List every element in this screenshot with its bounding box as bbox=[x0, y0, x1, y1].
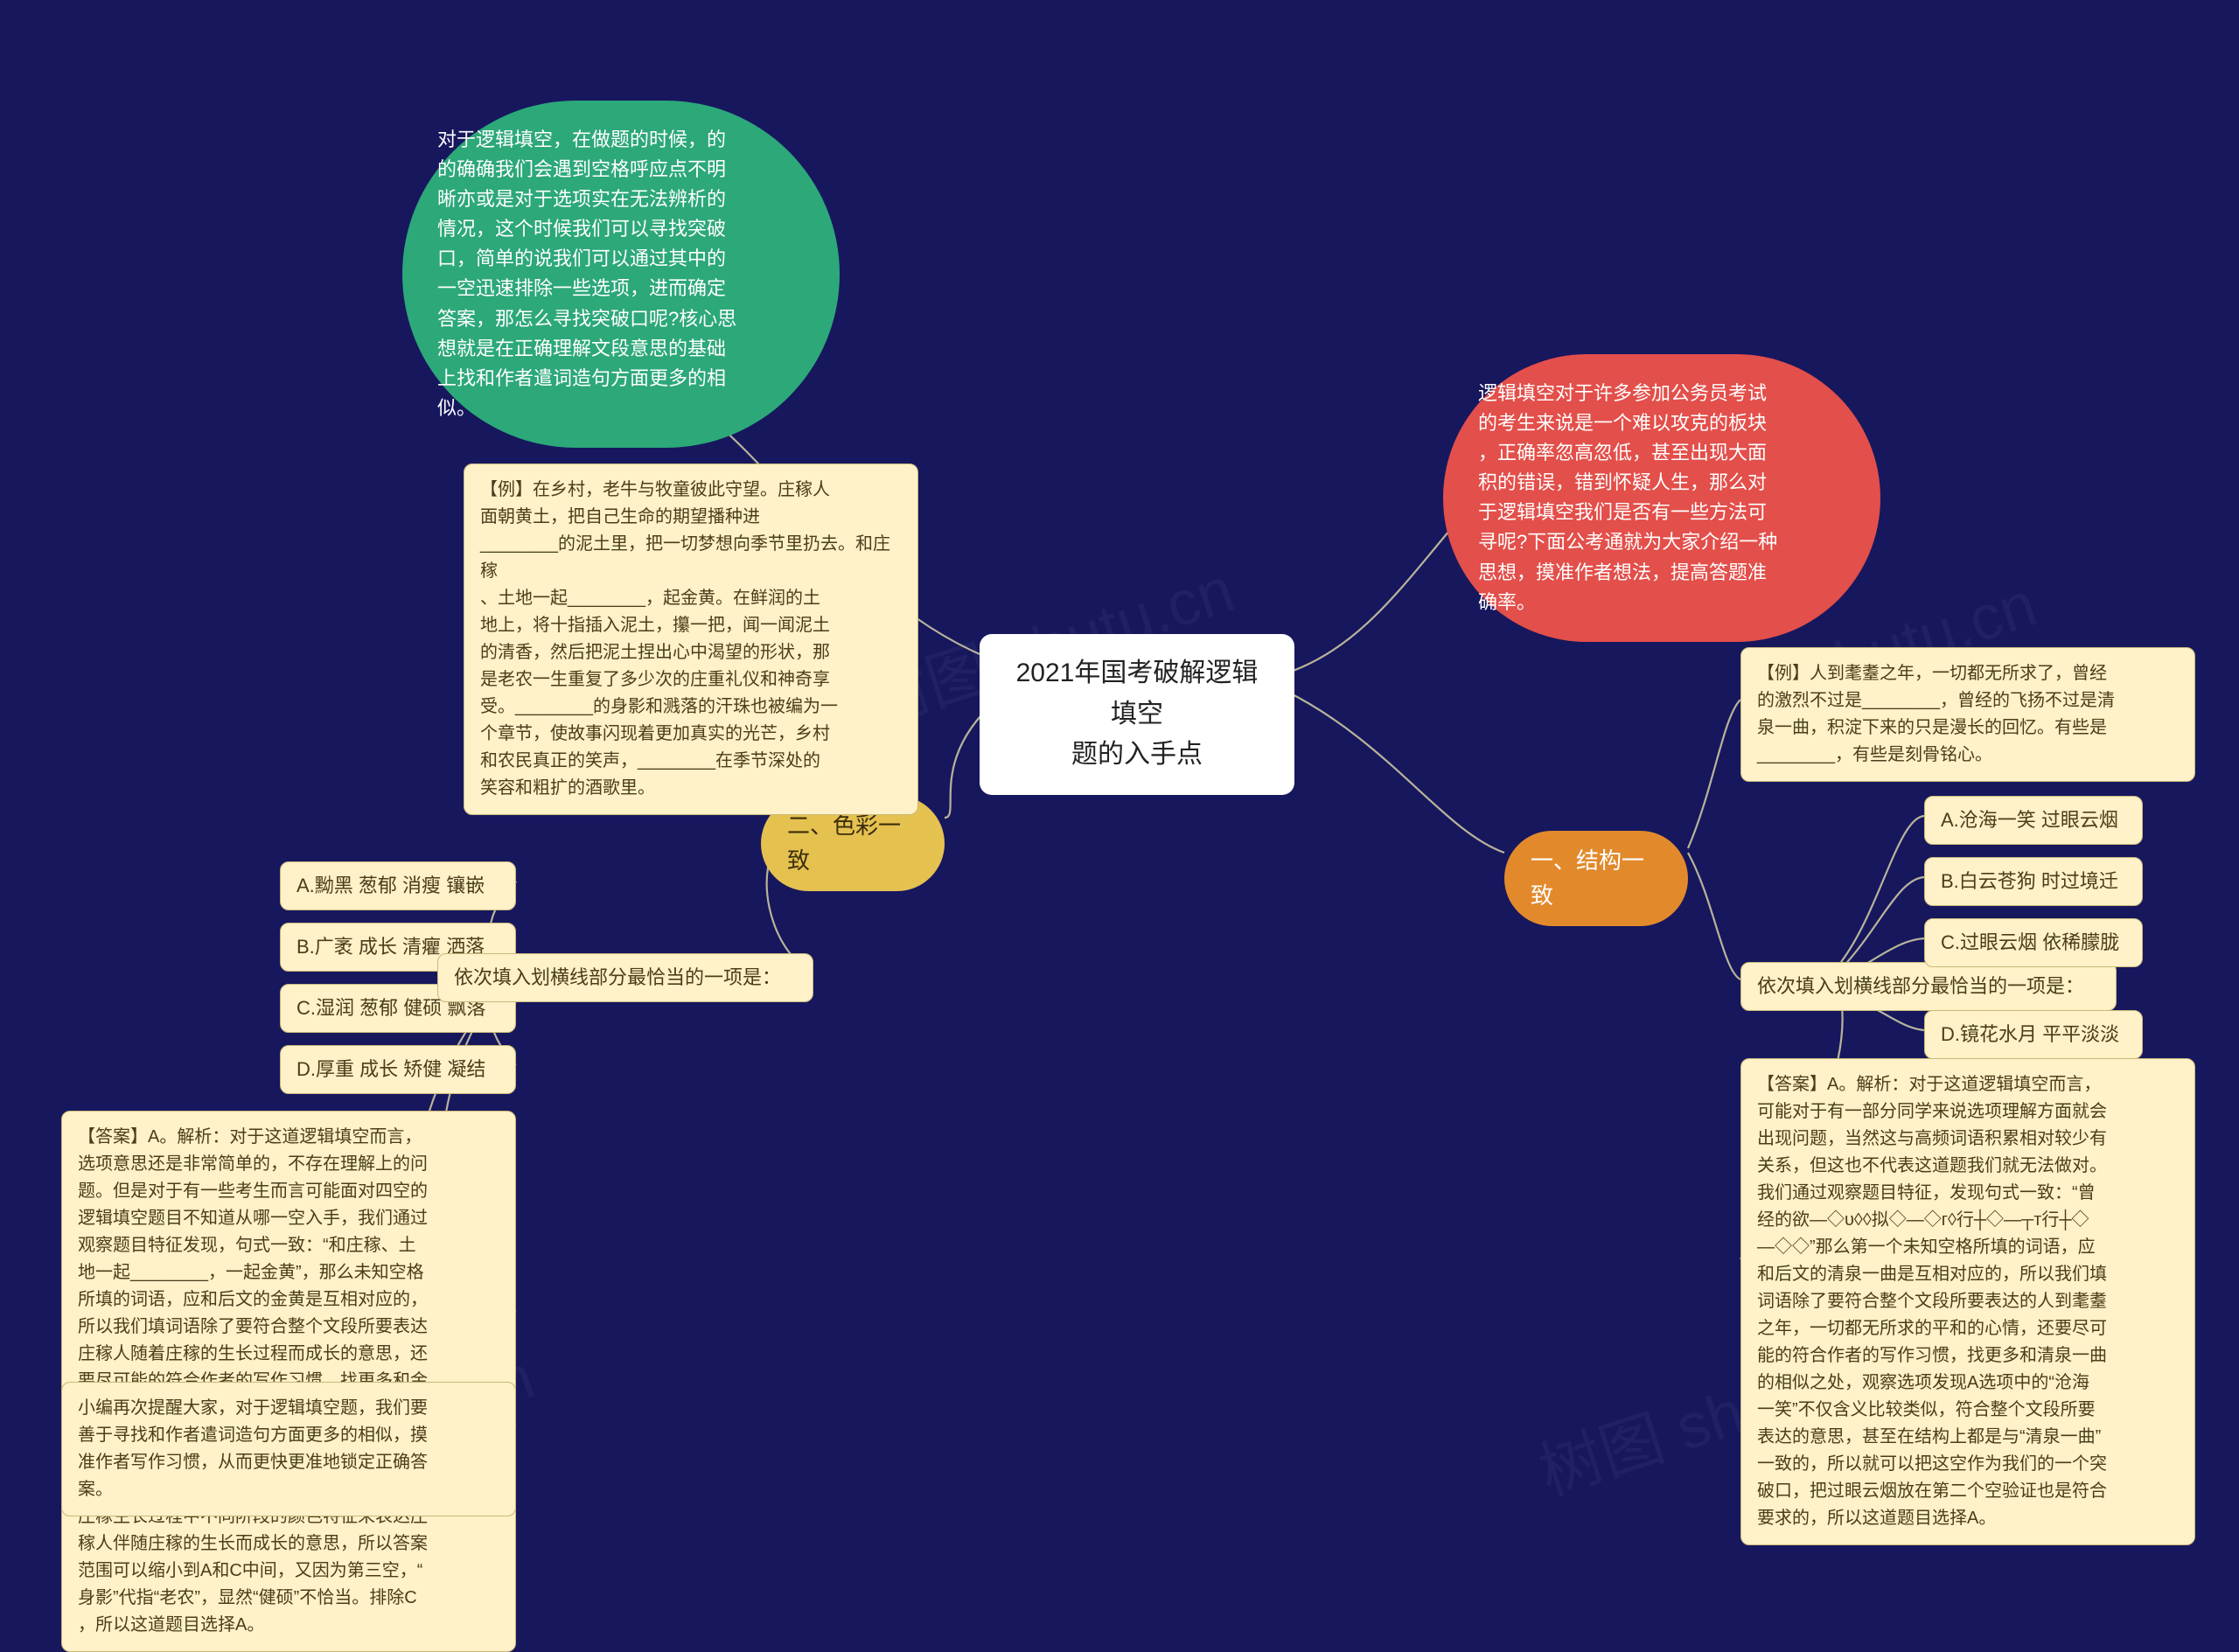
node-b1_ex: 【例】人到耄耋之年，一切都无所求了，曾经的激烈不过是________，曾经的飞扬… bbox=[1740, 647, 2195, 782]
edge bbox=[1286, 507, 1469, 673]
node-branch1: 一、结构一致 bbox=[1504, 831, 1688, 926]
node-b1_q: 依次填入划横线部分最恰当的一项是： bbox=[1740, 962, 2117, 1011]
edge bbox=[1841, 816, 1924, 962]
node-b2_ex: 【例】在乡村，老牛与牧童彼此守望。庄稼人面朝黄土，把自己生命的期望播种进____… bbox=[464, 464, 918, 815]
node-b2_q: 依次填入划横线部分最恰当的一项是： bbox=[437, 953, 813, 1002]
node-b1_b: B.白云苍狗 时过境迁 bbox=[1924, 857, 2143, 906]
node-b1_d: D.镜花水月 平平淡淡 bbox=[1924, 1010, 2143, 1059]
node-center: 2021年国考破解逻辑填空题的入手点 bbox=[980, 634, 1294, 795]
node-b1_c: C.过眼云烟 依稀朦胧 bbox=[1924, 918, 2143, 967]
node-b1_ans: 【答案】A。解析：对于这道逻辑填空而言，可能对于有一部分同学来说选项理解方面就会… bbox=[1740, 1058, 2195, 1545]
edge bbox=[1841, 877, 1924, 969]
node-green: 对于逻辑填空，在做题的时候，的的确确我们会遇到空格呼应点不明晰亦或是对于选项实在… bbox=[402, 101, 840, 448]
edge bbox=[1688, 700, 1740, 848]
node-b2_a: A.黝黑 葱郁 消瘦 镶嵌 bbox=[280, 861, 516, 910]
node-b2_d: D.厚重 成长 矫健 凝结 bbox=[280, 1045, 516, 1094]
edge bbox=[1688, 853, 1740, 979]
node-b2_tip: 小编再次提醒大家，对于逻辑填空题，我们要善于寻找和作者遣词造句方面更多的相似，摸… bbox=[61, 1382, 516, 1516]
node-red: 逻辑填空对于许多参加公务员考试的考生来说是一个难以攻克的板块，正确率忽高忽低，甚… bbox=[1443, 354, 1880, 642]
node-b1_a: A.沧海一笑 过眼云烟 bbox=[1924, 796, 2143, 845]
edge bbox=[1286, 691, 1504, 853]
